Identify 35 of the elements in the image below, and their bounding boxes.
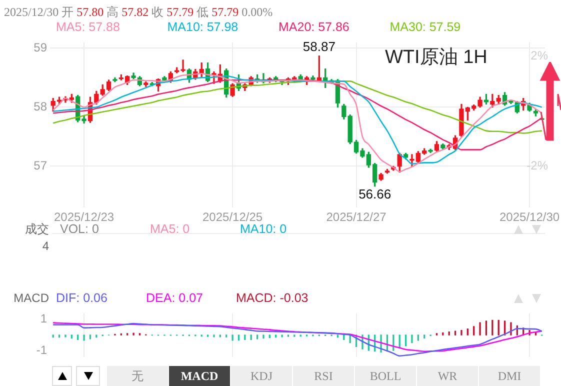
y-tick-label: 57 xyxy=(34,158,48,173)
text: MA10: 0 xyxy=(240,222,287,236)
y-tick-label: 59 xyxy=(34,40,48,54)
line-series xyxy=(52,322,543,352)
chart-title: WTI原油 1H xyxy=(385,46,488,70)
text: MA5: 57.88 xyxy=(56,20,121,34)
x-tick-label: 2025/12/23 xyxy=(54,210,114,224)
text: MA5: 0 xyxy=(150,222,190,236)
text: RSI xyxy=(293,366,354,386)
y-tick-label: -1 xyxy=(36,342,48,357)
x-tick-label: 2025/12/27 xyxy=(326,210,387,224)
text: BOLL xyxy=(355,366,416,386)
text: WR xyxy=(417,366,478,386)
line-series xyxy=(52,322,543,357)
text: KDJ xyxy=(231,366,292,386)
text: DMI xyxy=(479,366,540,386)
text: VOL: 0 xyxy=(60,222,99,236)
series-label: DEA: 0.07 xyxy=(146,291,204,305)
text: MA10: 57.98 xyxy=(167,20,240,34)
y-axis-title: MACD xyxy=(12,291,49,305)
text: MA20: 57.86 xyxy=(278,20,350,34)
y-tick-label: 58 xyxy=(34,99,48,114)
text: MACD: -0.03 xyxy=(236,291,310,305)
annotation: 58.87 xyxy=(302,38,336,54)
text: MA30: 57.59 xyxy=(390,20,462,34)
annotation: 56.66 xyxy=(358,186,392,202)
series-label: DIF: 0.06 xyxy=(56,291,108,305)
text: MACD xyxy=(169,366,230,386)
x-tick-label: 2025/12/30 xyxy=(500,210,560,224)
text: 4 xyxy=(41,239,49,253)
text: 2025/12/30 开 57.80 高 57.82 收 57.79 低 57.79 0.00% xyxy=(4,5,273,19)
y-tick-label: 1 xyxy=(40,312,48,326)
text: 无 xyxy=(107,366,168,386)
x-tick-label: 2025/12/25 xyxy=(202,210,263,224)
text: 成交 xyxy=(24,222,49,236)
